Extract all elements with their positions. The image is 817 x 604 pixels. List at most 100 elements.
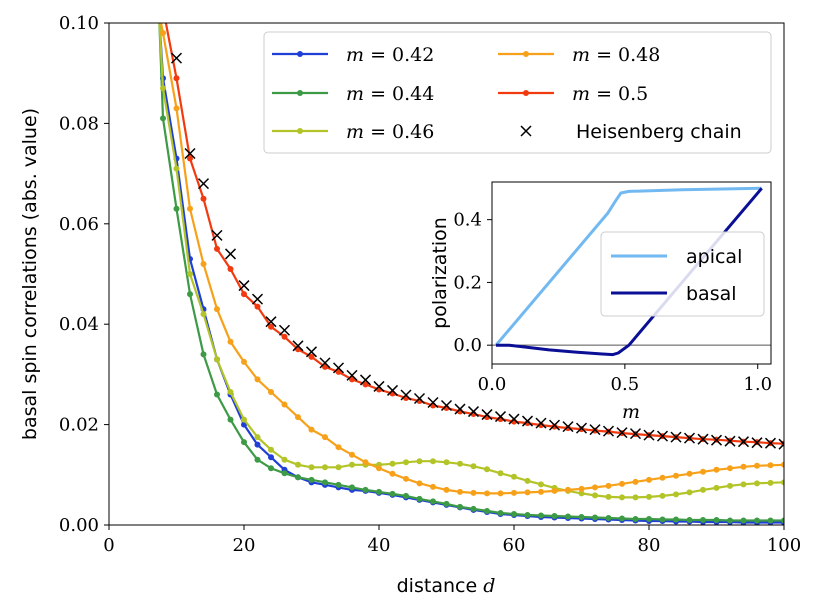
data-point-m-0-5 [268, 323, 274, 330]
data-point-m-0-48 [227, 338, 234, 345]
heisenberg-marker [616, 427, 628, 439]
data-point-m-0-48 [187, 205, 193, 212]
data-point-m-0-46 [173, 165, 180, 172]
data-point-m-0-48 [484, 490, 490, 497]
legend-dot [297, 51, 303, 57]
data-point-m-0-48 [578, 485, 585, 492]
data-point-m-0-44 [673, 516, 679, 523]
heisenberg-marker [724, 435, 736, 447]
data-point-m-0-48 [349, 451, 355, 458]
heisenberg-marker [737, 436, 750, 448]
data-point-m-0-44 [335, 481, 342, 488]
legend-dot [297, 90, 303, 96]
heisenberg-marker [521, 415, 534, 427]
inset-series-line-apical [494, 186, 762, 347]
data-point-m-0-44 [268, 465, 274, 472]
legend-label: m = 0.5 [572, 83, 648, 105]
legend-dot [523, 51, 529, 57]
main-y-tick-label: 0.10 [59, 13, 99, 34]
heisenberg-marker [332, 362, 345, 374]
data-point-m-0-48 [754, 462, 760, 469]
inset-x-label: m [622, 401, 640, 423]
heisenberg-marker [751, 437, 763, 449]
data-point-m-0-48 [497, 490, 504, 497]
data-point-m-0-48 [335, 444, 342, 451]
data-point-m-0-44 [727, 517, 733, 524]
heisenberg-marker [764, 437, 777, 449]
data-point-m-0-5 [241, 291, 247, 298]
data-point-m-0-46 [389, 460, 396, 467]
data-point-m-0-44 [254, 456, 261, 463]
heisenberg-marker [643, 429, 655, 441]
data-point-m-0-46 [538, 481, 544, 488]
data-point-m-0-46 [308, 464, 315, 471]
heisenberg-marker [319, 357, 331, 369]
data-point-m-0-48 [214, 306, 220, 313]
data-point-m-0-48 [646, 476, 652, 483]
data-point-m-0-48 [470, 489, 477, 496]
data-point-m-0-48 [362, 459, 369, 466]
heisenberg-marker [251, 293, 264, 305]
heisenberg-marker [589, 424, 601, 436]
heisenberg-marker [440, 399, 453, 412]
data-point-m-0-48 [538, 488, 544, 495]
data-point-m-0-44 [740, 517, 747, 524]
inset-y-tick-label: 0.4 [453, 210, 482, 231]
heisenberg-marker [170, 52, 183, 64]
heisenberg-marker [292, 340, 304, 352]
heisenberg-marker [562, 421, 574, 433]
data-point-m-0-44 [605, 514, 612, 521]
legend-label: m = 0.44 [346, 83, 434, 105]
inset-legend: apical basal [600, 231, 765, 317]
inset-x-tick-label: 0.0 [478, 374, 507, 395]
legend-label: m = 0.42 [346, 44, 434, 66]
data-point-m-0-46 [254, 434, 261, 441]
data-point-m-0-46 [187, 271, 193, 277]
data-point-m-0-48 [430, 483, 436, 490]
main-x-tick-label: 80 [638, 535, 661, 556]
heisenberg-marker [278, 324, 291, 336]
data-point-m-0-46 [295, 461, 301, 468]
data-point-m-0-46 [416, 458, 423, 465]
data-point-m-0-46 [322, 464, 328, 471]
data-point-m-0-48 [632, 478, 639, 485]
data-point-m-0-44 [659, 516, 666, 523]
data-point-m-0-46 [457, 460, 463, 467]
data-point-m-0-44 [443, 500, 450, 507]
data-point-m-0-46 [713, 484, 720, 491]
heisenberg-marker [494, 411, 507, 423]
data-point-m-0-46 [686, 489, 693, 496]
data-point-m-0-46 [632, 494, 639, 501]
data-point-m-0-48 [700, 468, 706, 475]
inset-y-tick-label: 0.2 [453, 272, 482, 293]
data-point-m-0-48 [376, 465, 382, 472]
main-x-tick-label: 40 [368, 535, 391, 556]
heisenberg-marker [710, 434, 723, 446]
data-point-m-0-42 [268, 454, 274, 461]
data-point-m-0-44 [430, 498, 436, 505]
data-point-m-0-46 [403, 459, 409, 466]
inset-legend-entry-apical: apical [611, 246, 742, 268]
data-point-m-0-48 [511, 489, 517, 496]
data-point-m-0-48 [686, 470, 693, 477]
data-point-m-0-5 [565, 425, 571, 432]
heisenberg-marker [400, 389, 412, 401]
data-point-m-0-46 [349, 461, 355, 468]
inset-x-tick-label: 0.5 [611, 374, 640, 395]
heisenberg-marker [629, 428, 642, 440]
heisenberg-marker [211, 229, 223, 241]
main-x-label: distance d [397, 575, 496, 597]
legend-label: Heisenberg chain [576, 121, 742, 143]
data-point-m-0-46 [700, 486, 706, 493]
data-point-m-0-48 [781, 461, 784, 468]
inset-y-tick-label: 0.0 [453, 335, 482, 356]
data-point-m-0-46 [497, 470, 504, 477]
data-point-m-0-44 [362, 486, 369, 493]
data-point-m-0-46 [160, 85, 166, 92]
data-point-m-0-48 [295, 414, 301, 421]
data-point-m-0-46 [470, 463, 477, 470]
data-point-m-0-42 [254, 441, 261, 448]
heisenberg-marker [602, 425, 615, 437]
data-point-m-0-48 [268, 388, 274, 395]
